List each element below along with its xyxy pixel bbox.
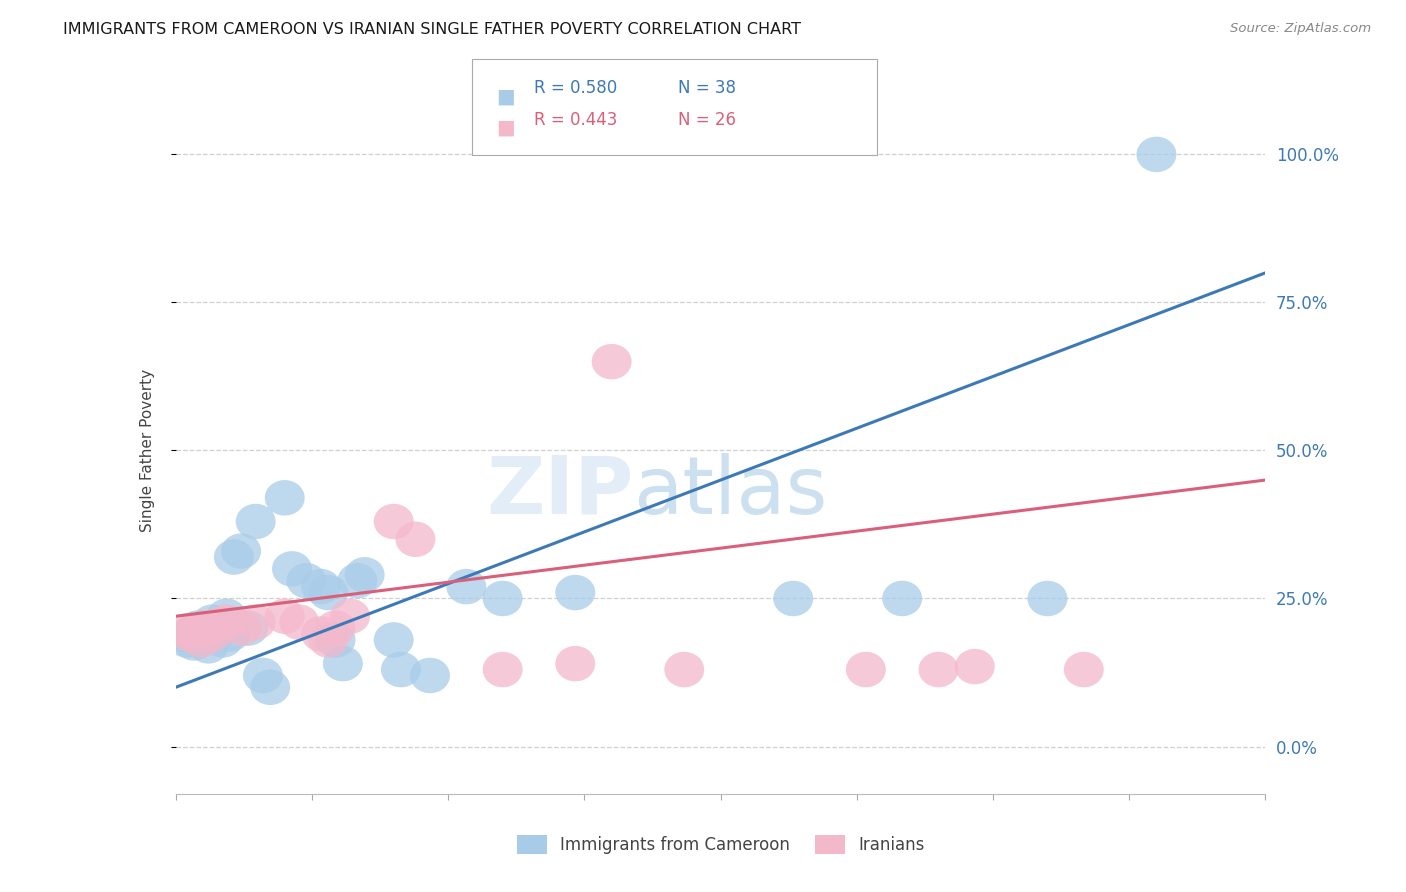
Ellipse shape: [955, 648, 995, 684]
Ellipse shape: [374, 623, 413, 657]
Ellipse shape: [411, 657, 450, 693]
Ellipse shape: [592, 344, 631, 379]
Ellipse shape: [174, 625, 214, 661]
Ellipse shape: [264, 599, 305, 634]
Ellipse shape: [236, 504, 276, 540]
Ellipse shape: [337, 563, 377, 599]
Ellipse shape: [395, 522, 436, 557]
Text: Source: ZipAtlas.com: Source: ZipAtlas.com: [1230, 22, 1371, 36]
Ellipse shape: [181, 619, 221, 655]
Ellipse shape: [193, 605, 232, 640]
Text: atlas: atlas: [633, 452, 828, 531]
Ellipse shape: [167, 623, 207, 657]
Ellipse shape: [1136, 136, 1177, 172]
Ellipse shape: [228, 610, 269, 646]
Ellipse shape: [195, 614, 236, 648]
Ellipse shape: [308, 623, 349, 657]
Text: N = 26: N = 26: [678, 111, 735, 128]
Ellipse shape: [177, 614, 218, 648]
Text: R = 0.443: R = 0.443: [534, 111, 617, 128]
Ellipse shape: [250, 670, 290, 705]
Ellipse shape: [287, 563, 326, 599]
Ellipse shape: [918, 652, 959, 688]
Ellipse shape: [1028, 581, 1067, 616]
Text: IMMIGRANTS FROM CAMEROON VS IRANIAN SINGLE FATHER POVERTY CORRELATION CHART: IMMIGRANTS FROM CAMEROON VS IRANIAN SING…: [63, 22, 801, 37]
Ellipse shape: [846, 652, 886, 688]
Legend: Immigrants from Cameroon, Iranians: Immigrants from Cameroon, Iranians: [510, 829, 931, 861]
Text: ▪: ▪: [495, 113, 516, 143]
Ellipse shape: [188, 628, 228, 664]
Ellipse shape: [446, 569, 486, 605]
Ellipse shape: [170, 616, 211, 652]
Ellipse shape: [177, 610, 218, 646]
Ellipse shape: [207, 599, 246, 634]
Ellipse shape: [664, 652, 704, 688]
Ellipse shape: [773, 581, 813, 616]
Ellipse shape: [315, 623, 356, 657]
Ellipse shape: [555, 646, 595, 681]
Ellipse shape: [184, 614, 225, 648]
Text: ZIP: ZIP: [486, 452, 633, 531]
Ellipse shape: [193, 616, 232, 652]
Ellipse shape: [221, 610, 262, 646]
Ellipse shape: [381, 652, 420, 688]
Ellipse shape: [236, 605, 276, 640]
Text: ▪: ▪: [495, 82, 516, 112]
Ellipse shape: [207, 605, 246, 640]
Y-axis label: Single Father Poverty: Single Father Poverty: [141, 369, 155, 532]
Ellipse shape: [301, 569, 342, 605]
Ellipse shape: [280, 605, 319, 640]
Ellipse shape: [181, 623, 221, 657]
Ellipse shape: [374, 504, 413, 540]
Ellipse shape: [271, 551, 312, 587]
Ellipse shape: [264, 480, 305, 516]
Ellipse shape: [482, 652, 523, 688]
Ellipse shape: [1064, 652, 1104, 688]
Ellipse shape: [308, 574, 349, 610]
Ellipse shape: [243, 657, 283, 693]
Ellipse shape: [170, 616, 211, 652]
Text: R = 0.580: R = 0.580: [534, 79, 617, 97]
Text: N = 38: N = 38: [678, 79, 735, 97]
Ellipse shape: [200, 610, 239, 646]
Ellipse shape: [214, 540, 254, 574]
Ellipse shape: [555, 574, 595, 610]
Ellipse shape: [323, 646, 363, 681]
Ellipse shape: [301, 616, 342, 652]
Ellipse shape: [482, 581, 523, 616]
Ellipse shape: [344, 557, 385, 592]
Ellipse shape: [200, 607, 239, 643]
Ellipse shape: [882, 581, 922, 616]
Ellipse shape: [184, 610, 225, 646]
Ellipse shape: [315, 610, 356, 646]
Ellipse shape: [211, 616, 250, 652]
Ellipse shape: [221, 533, 262, 569]
Ellipse shape: [330, 599, 370, 634]
Ellipse shape: [167, 614, 207, 648]
Ellipse shape: [202, 623, 243, 657]
